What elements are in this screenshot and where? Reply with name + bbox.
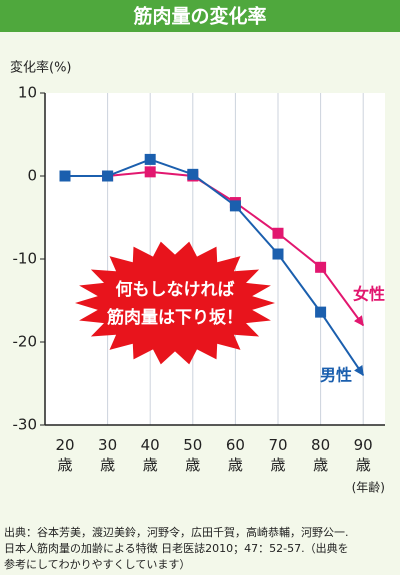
line [65, 158, 365, 377]
y-axis-label: 変化率(%) [10, 60, 72, 76]
annotation: 何もしなければ [116, 279, 235, 300]
x-tick-label: 40 歳 [141, 436, 160, 474]
marker [272, 227, 284, 239]
marker [272, 248, 284, 260]
marker [229, 200, 241, 212]
marker [315, 306, 327, 318]
marker [144, 153, 156, 165]
x-tick-label: 30 歳 [98, 436, 117, 474]
x-tick-label: 80 歳 [311, 436, 330, 474]
y-tick-label: -20 [13, 333, 38, 351]
source: 出典：谷本芳美，渡辺美鈴，河野令，広田千賀，高崎恭輔，河野公一. [4, 525, 349, 539]
x-axis-label: (年齢) [352, 480, 385, 495]
chart-title: 筋肉量の変化率 [133, 5, 266, 28]
y-tick-label: -10 [13, 250, 38, 268]
annotation: 筋肉量は下り坂！ [106, 307, 243, 328]
x-tick-label: 60 歳 [226, 436, 245, 474]
series-label: 男性 [320, 366, 352, 385]
x-tick-label: 50 歳 [183, 436, 202, 474]
y-tick-label: 0 [27, 167, 37, 185]
source: 参考にしてわかりやすくしています） [4, 557, 190, 571]
marker [144, 166, 156, 178]
x-tick-label: 90 歳 [354, 436, 373, 474]
marker [59, 170, 71, 182]
title-banner [0, 0, 400, 32]
marker [102, 170, 114, 182]
source: 日本人筋肉量の加齢による特徴 日老医誌2010；47：52-57.（出典を [4, 541, 349, 555]
marker [315, 261, 327, 273]
marker [187, 168, 199, 180]
x-tick-label: 20 歳 [55, 436, 74, 474]
y-tick-label: 10 [18, 84, 37, 102]
annotation-burst [75, 241, 275, 365]
y-tick-label: -30 [13, 416, 38, 434]
series-label: 女性 [353, 285, 385, 304]
x-tick-label: 70 歳 [268, 436, 287, 474]
